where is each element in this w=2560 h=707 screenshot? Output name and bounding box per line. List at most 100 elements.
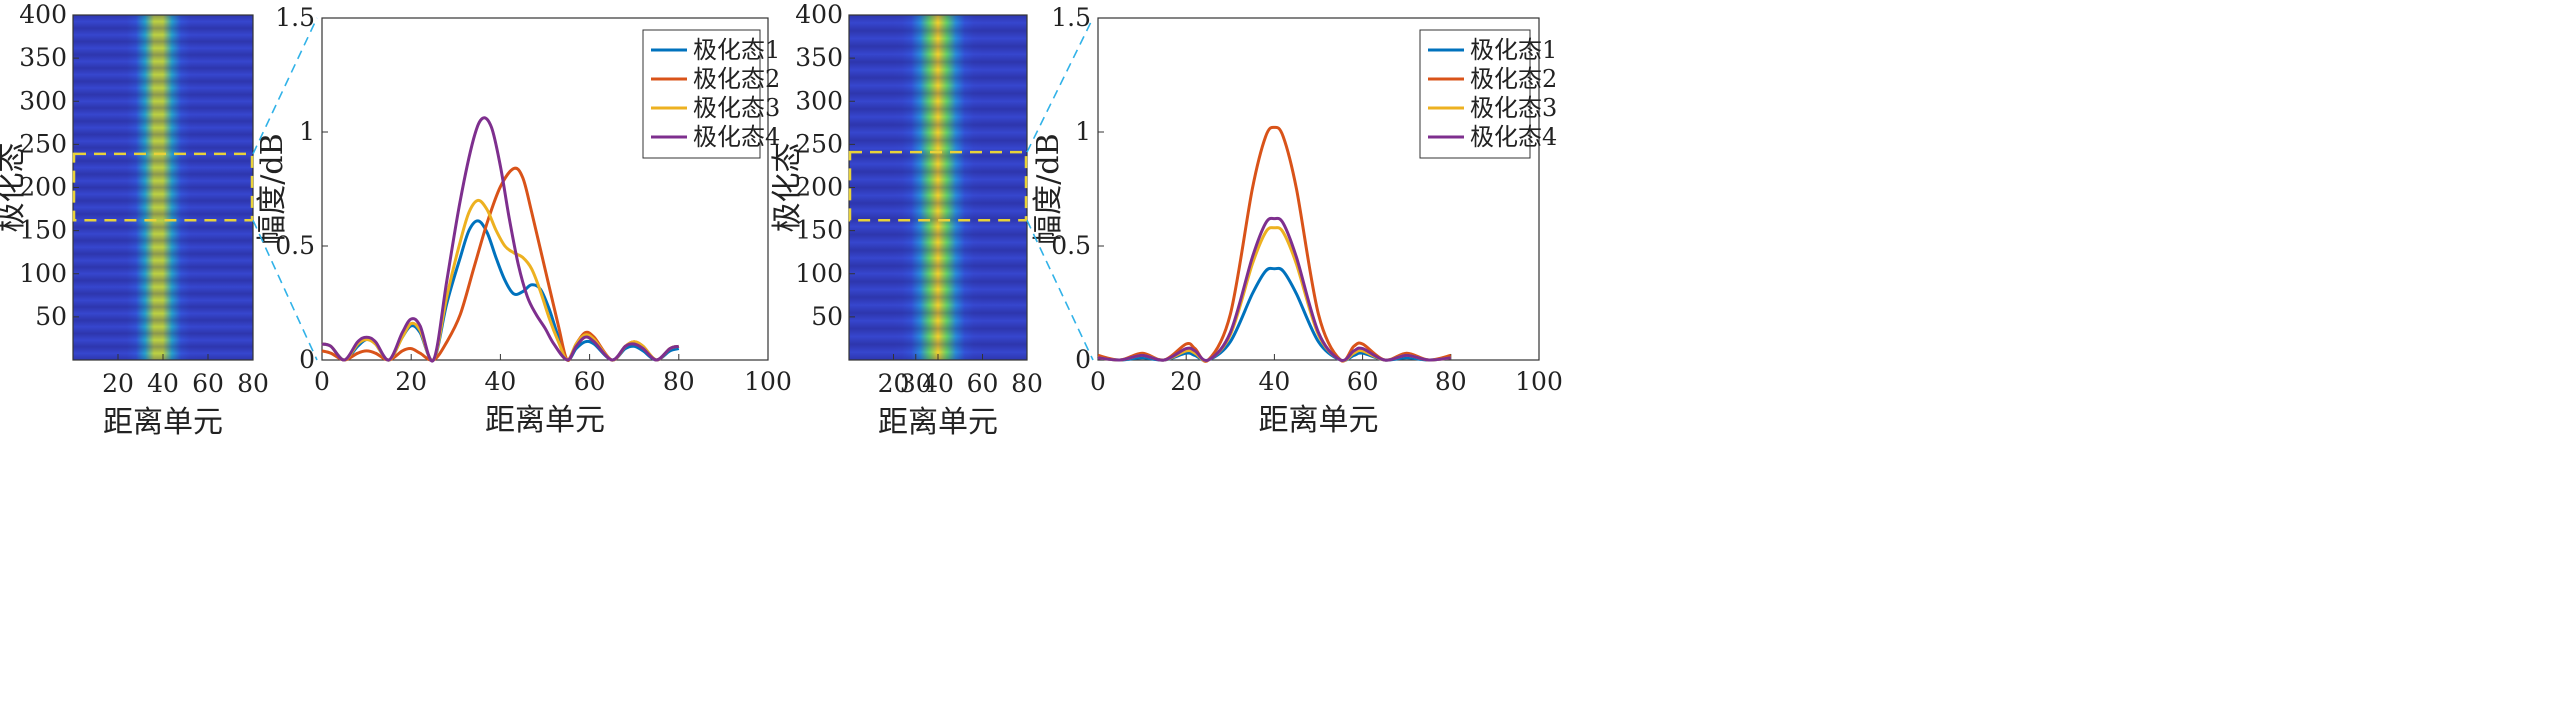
heatmap-band [73, 107, 253, 122]
heatmap-band [73, 41, 253, 55]
legend-label-2: 极化态2 [693, 65, 780, 93]
heatmap-band [849, 124, 1027, 141]
y-tick-label: 200 [795, 173, 843, 202]
x-axis-label: 距离单元 [485, 403, 605, 438]
y-tick-label: 200 [19, 173, 67, 202]
x-tick-label: 80 [663, 367, 695, 396]
x-tick-label: 20 [1170, 367, 1202, 396]
heatmap-band [73, 200, 253, 215]
x-tick-label: 30 [900, 369, 932, 398]
heatmap-band [849, 109, 1027, 125]
x-tick-label: 60 [192, 369, 224, 398]
highlight-box [72, 152, 254, 222]
legend-label-2: 极化态2 [1470, 65, 1557, 93]
x-axis-label: 距离单元 [878, 405, 998, 440]
y-axis-label: 极化态 [0, 143, 29, 233]
heatmap-band [849, 234, 1027, 251]
y-axis-label: 极化态 [770, 143, 805, 233]
y-tick-label: 250 [19, 129, 67, 158]
zoom-connector-top [252, 17, 318, 155]
zoom-connector-top [1026, 17, 1094, 153]
y-tick-label: 1 [299, 117, 315, 146]
x-tick-label: 60 [967, 369, 999, 398]
heatmap-band [73, 267, 253, 281]
heatmap-band [73, 280, 253, 294]
y-tick-label: 1.5 [275, 3, 315, 32]
y-tick-label: 350 [795, 43, 843, 72]
x-tick-label: 80 [1435, 367, 1467, 396]
heatmap-band [849, 281, 1027, 298]
zoom-connector-layer [252, 17, 1094, 361]
heatmap-band [73, 253, 253, 268]
heatmap-band [849, 140, 1027, 157]
heatmap-band [849, 218, 1027, 235]
x-tick-label: 40 [147, 369, 179, 398]
highlight-box [848, 150, 1028, 222]
y-tick-label: 300 [795, 86, 843, 115]
x-tick-label: 20 [395, 367, 427, 396]
heatmap-band [849, 15, 1027, 31]
y-tick-label: 400 [795, 0, 843, 29]
heatmap-band [849, 30, 1027, 47]
heatmap-band [73, 214, 253, 228]
x-tick-label: 0 [1090, 367, 1106, 396]
y-axis-label: 幅度/dB [1031, 133, 1066, 244]
x-tick-label: 40 [1258, 367, 1290, 396]
y-tick-label: 1 [1075, 117, 1091, 146]
heatmap-band [73, 240, 253, 254]
heatmap-band [73, 227, 253, 241]
x-tick-label: 100 [744, 367, 792, 396]
line-panel-1: 00.511.50 20 40 60 80 100距离单元幅度/dB极化态1极化态2极化态… [255, 3, 792, 438]
heatmap-band [849, 187, 1027, 204]
heatmap-band [849, 250, 1027, 266]
y-tick-label: 300 [19, 86, 67, 115]
x-tick-label: 20 [878, 369, 910, 398]
heatmap-band [73, 94, 253, 108]
heatmap-band [73, 333, 253, 347]
series-line-2 [1097, 125, 1452, 363]
x-tick-label: 40 [922, 369, 954, 398]
heatmap-band [73, 320, 253, 334]
heatmap-band [73, 187, 253, 201]
series-line-4 [321, 116, 680, 363]
heatmap-band [73, 54, 253, 69]
heatmap-band [73, 68, 253, 82]
y-tick-label: 50 [811, 302, 843, 331]
y-tick-label: 100 [19, 259, 67, 288]
legend-label-4: 极化态4 [693, 123, 780, 151]
line-panel-2: 00.511.50 20 40 60 80 100距离单元幅度/dB极化态1极化态2极化态… [1031, 3, 1563, 438]
heatmap-band [73, 160, 253, 175]
heatmap-band [849, 77, 1027, 94]
heatmap-band [849, 46, 1027, 63]
heatmap-band [73, 306, 253, 321]
heatmap-band [849, 62, 1027, 78]
series-line-4 [1097, 216, 1451, 363]
y-tick-label: 150 [795, 216, 843, 245]
y-tick-label: 50 [35, 302, 67, 331]
heatmap-band [849, 312, 1027, 329]
heatmap-band [73, 15, 253, 29]
heatmap-band [849, 93, 1027, 110]
zoom-connector-bottom [1026, 219, 1094, 361]
x-tick-label: 100 [1515, 367, 1563, 396]
line-plot-layer: 00.511.50 20 40 60 80 100距离单元幅度/dB极化态1极化态2极化态… [255, 3, 1563, 438]
heatmap-band [849, 265, 1027, 282]
y-tick-label: 150 [19, 216, 67, 245]
legend-label-1: 极化态1 [693, 36, 780, 64]
y-tick-label: 250 [795, 129, 843, 158]
y-tick-label: 100 [795, 259, 843, 288]
x-tick-label: 0 [314, 367, 330, 396]
heatmap-band [73, 81, 253, 95]
y-tick-label: 0 [1075, 345, 1091, 374]
x-axis-label: 距离单元 [1259, 403, 1379, 438]
x-tick-label: 20 [102, 369, 134, 398]
x-tick-label: 40 [484, 367, 516, 396]
heatmap-band [73, 134, 253, 148]
heatmap-band [849, 171, 1027, 188]
x-tick-label: 80 [1011, 369, 1043, 398]
